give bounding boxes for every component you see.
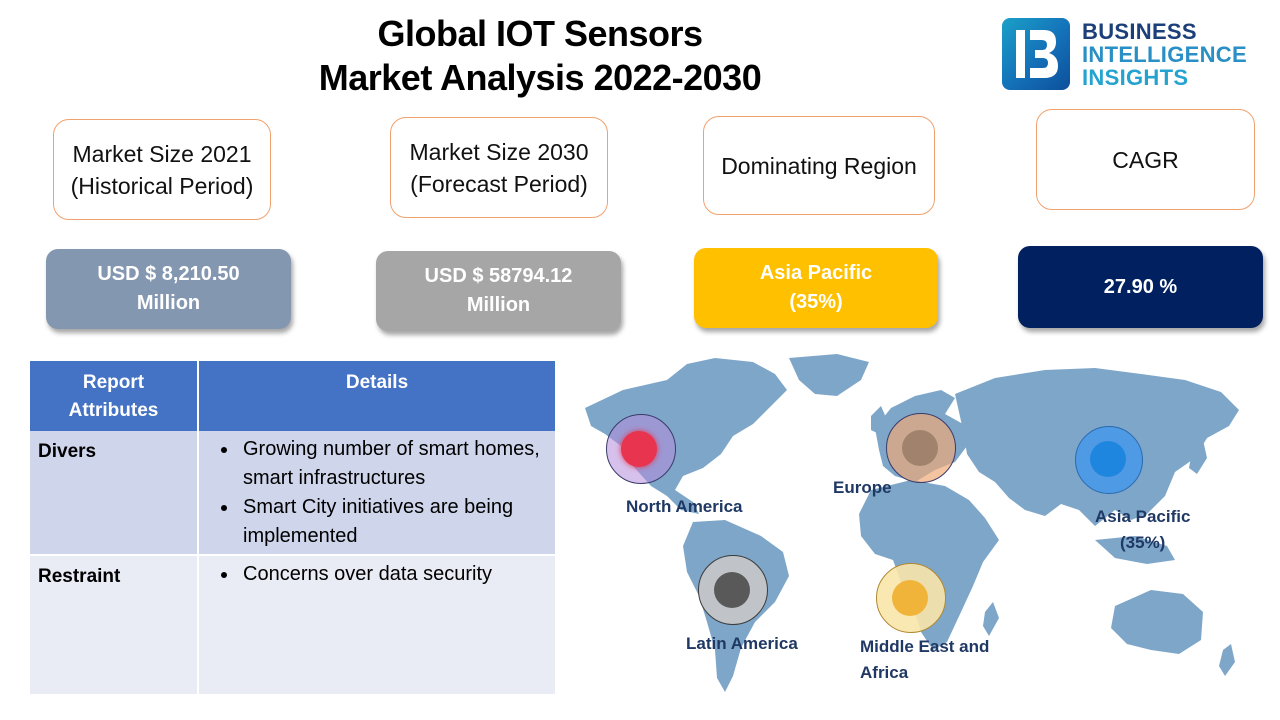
new-zealand-landmass	[1219, 644, 1235, 676]
title-line-2: Market Analysis 2022-2030	[318, 57, 762, 98]
world-map: North America Europe Asia Pacific (35%) …	[575, 350, 1275, 700]
region-label-north-america: North America	[626, 497, 743, 516]
table-header-row: Report Attributes Details	[30, 361, 557, 431]
cagr-value: 27.90 %	[1018, 246, 1263, 328]
company-logo: BUSINESS INTELLIGENCE INSIGHTS	[1002, 18, 1272, 92]
table-cell-attribute: Divers	[30, 431, 199, 556]
asia-pacific-marker-dot	[1090, 441, 1126, 477]
table-cell-details: Concerns over data security	[198, 555, 557, 696]
label-line: (Historical Period)	[70, 172, 254, 199]
value-line: (35%)	[789, 291, 843, 313]
logo-line-1: BUSINESS	[1082, 19, 1197, 44]
table-header-details: Details	[198, 361, 557, 431]
table-cell-attribute: Restraint	[30, 555, 199, 696]
label-line: (Forecast Period)	[410, 170, 588, 197]
europe-marker-dot	[902, 430, 938, 466]
mea-marker-dot	[892, 580, 928, 616]
region-label-mea-line2: Africa	[860, 663, 909, 682]
logo-line-2: INTELLIGENCE	[1082, 42, 1247, 67]
value-line: USD $ 8,210.50	[97, 263, 240, 285]
africa-landmass	[859, 480, 999, 650]
value-line: 27.90 %	[1103, 275, 1178, 298]
page-title: Global IOT Sensors Market Analysis 2022-…	[290, 12, 790, 100]
table-header-attributes: Report Attributes	[30, 361, 199, 431]
value-line: Million	[466, 294, 531, 316]
title-line-1: Global IOT Sensors	[377, 13, 703, 54]
region-label-europe: Europe	[833, 478, 892, 497]
list-item: Growing number of smart homes, smart inf…	[239, 435, 547, 493]
label-line: Dominating Region	[721, 152, 917, 179]
list-item: Smart City initiatives are being impleme…	[239, 493, 547, 551]
label-line: CAGR	[1112, 146, 1179, 173]
japan-landmass	[1189, 440, 1207, 474]
region-label-asia-pacific: Asia Pacific	[1095, 507, 1191, 526]
greenland-landmass	[789, 354, 869, 396]
label-line: Market Size 2030	[409, 138, 589, 165]
table-cell-details: Growing number of smart homes, smart inf…	[198, 431, 557, 556]
region-label-latin-america: Latin America	[686, 634, 798, 653]
region-label-asia-pacific-share: (35%)	[1120, 533, 1166, 552]
header-line: Attributes	[68, 400, 159, 421]
header-line: Report	[82, 372, 145, 393]
australia-landmass	[1111, 590, 1203, 654]
market-size-2030-label: Market Size 2030 (Forecast Period)	[390, 117, 608, 218]
details-list: Growing number of smart homes, smart inf…	[207, 435, 547, 551]
table-row: Divers Growing number of smart homes, sm…	[30, 431, 557, 556]
cagr-label: CAGR	[1036, 109, 1255, 210]
value-line: Asia Pacific	[759, 262, 873, 284]
north-america-marker-dot	[621, 431, 657, 467]
north-america-landmass	[585, 358, 787, 514]
market-size-2021-label: Market Size 2021 (Historical Period)	[53, 119, 271, 220]
bi-logo-icon	[1002, 18, 1070, 90]
list-item: Concerns over data security	[239, 560, 547, 589]
latin-america-marker-dot	[714, 572, 750, 608]
uk-landmass	[871, 406, 887, 434]
report-attributes-table: Report Attributes Details Divers Growing…	[30, 361, 557, 696]
southeast-asia-islands	[1095, 536, 1175, 564]
dominating-region-value: Asia Pacific (35%)	[694, 248, 938, 328]
dominating-region-label: Dominating Region	[703, 116, 935, 215]
logo-line-3: INSIGHTS	[1082, 65, 1189, 90]
value-line: USD $ 58794.12	[424, 265, 573, 287]
market-size-2021-value: USD $ 8,210.50 Million	[46, 249, 291, 329]
value-line: Million	[136, 292, 201, 314]
table-row: Restraint Concerns over data security	[30, 555, 557, 696]
madagascar-landmass	[983, 602, 999, 636]
details-list: Concerns over data security	[207, 560, 547, 589]
label-line: Market Size 2021	[72, 140, 252, 167]
market-size-2030-value: USD $ 58794.12 Million	[376, 251, 621, 331]
logo-wordmark: BUSINESS INTELLIGENCE INSIGHTS	[1082, 20, 1247, 89]
region-label-mea-line1: Middle East and	[860, 637, 990, 656]
